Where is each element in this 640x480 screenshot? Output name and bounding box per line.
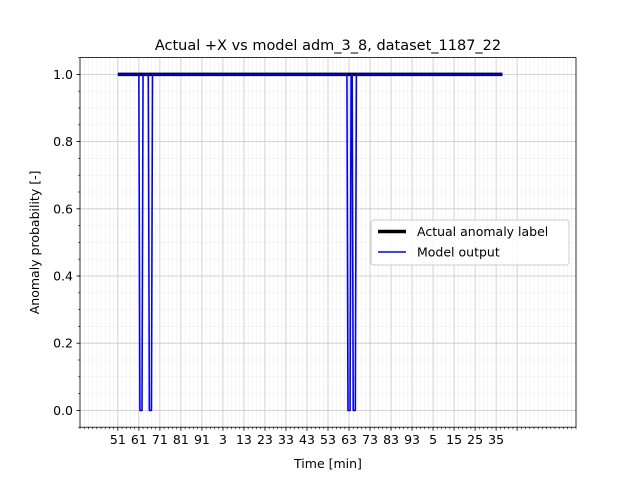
y-tick-label: 0.2 (53, 336, 73, 351)
legend-label-actual: Actual anomaly label (417, 224, 548, 239)
y-tick-label: 1.0 (53, 67, 73, 82)
y-tick-label: 0.0 (53, 403, 73, 418)
x-tick-label: 61 (131, 432, 147, 447)
axis-ticks: 51 61 71 81 91 3 13 23 33 43 53 63 73 83 93 5 15 25 35 0.0 0… (53, 57, 577, 447)
legend-label-model: Model output (417, 245, 500, 260)
x-tick-label: 83 (383, 432, 399, 447)
x-tick-label: 15 (446, 432, 462, 447)
x-tick-label: 5 (429, 432, 437, 447)
x-tick-label: 81 (173, 432, 189, 447)
x-tick-label: 63 (341, 432, 357, 447)
x-tick-label: 43 (299, 432, 315, 447)
y-axis-label: Anomaly probability [-] (27, 171, 42, 315)
chart-title: Actual +X vs model adm_3_8, dataset_1187… (155, 38, 501, 54)
x-tick-label: 93 (404, 432, 420, 447)
x-tick-label: 71 (152, 432, 168, 447)
legend: Actual anomaly label Model output (370, 219, 570, 266)
y-tick-label: 0.6 (53, 201, 73, 216)
x-tick-label: 51 (110, 432, 126, 447)
x-tick-label: 13 (236, 432, 252, 447)
y-tick-label: 0.4 (53, 269, 73, 284)
series-layer (117, 72, 503, 412)
series-line-model (117, 73, 503, 412)
x-tick-label: 53 (320, 432, 336, 447)
x-tick-label: 23 (257, 432, 273, 447)
x-tick-label: 91 (194, 432, 210, 447)
x-tick-label: 33 (278, 432, 294, 447)
x-tick-label: 3 (219, 432, 227, 447)
x-tick-label: 73 (362, 432, 378, 447)
x-tick-label: 35 (488, 432, 504, 447)
y-tick-label: 0.8 (53, 134, 73, 149)
x-axis-label: Time [min] (293, 456, 362, 471)
x-tick-label: 25 (467, 432, 483, 447)
legend-box (370, 219, 570, 266)
